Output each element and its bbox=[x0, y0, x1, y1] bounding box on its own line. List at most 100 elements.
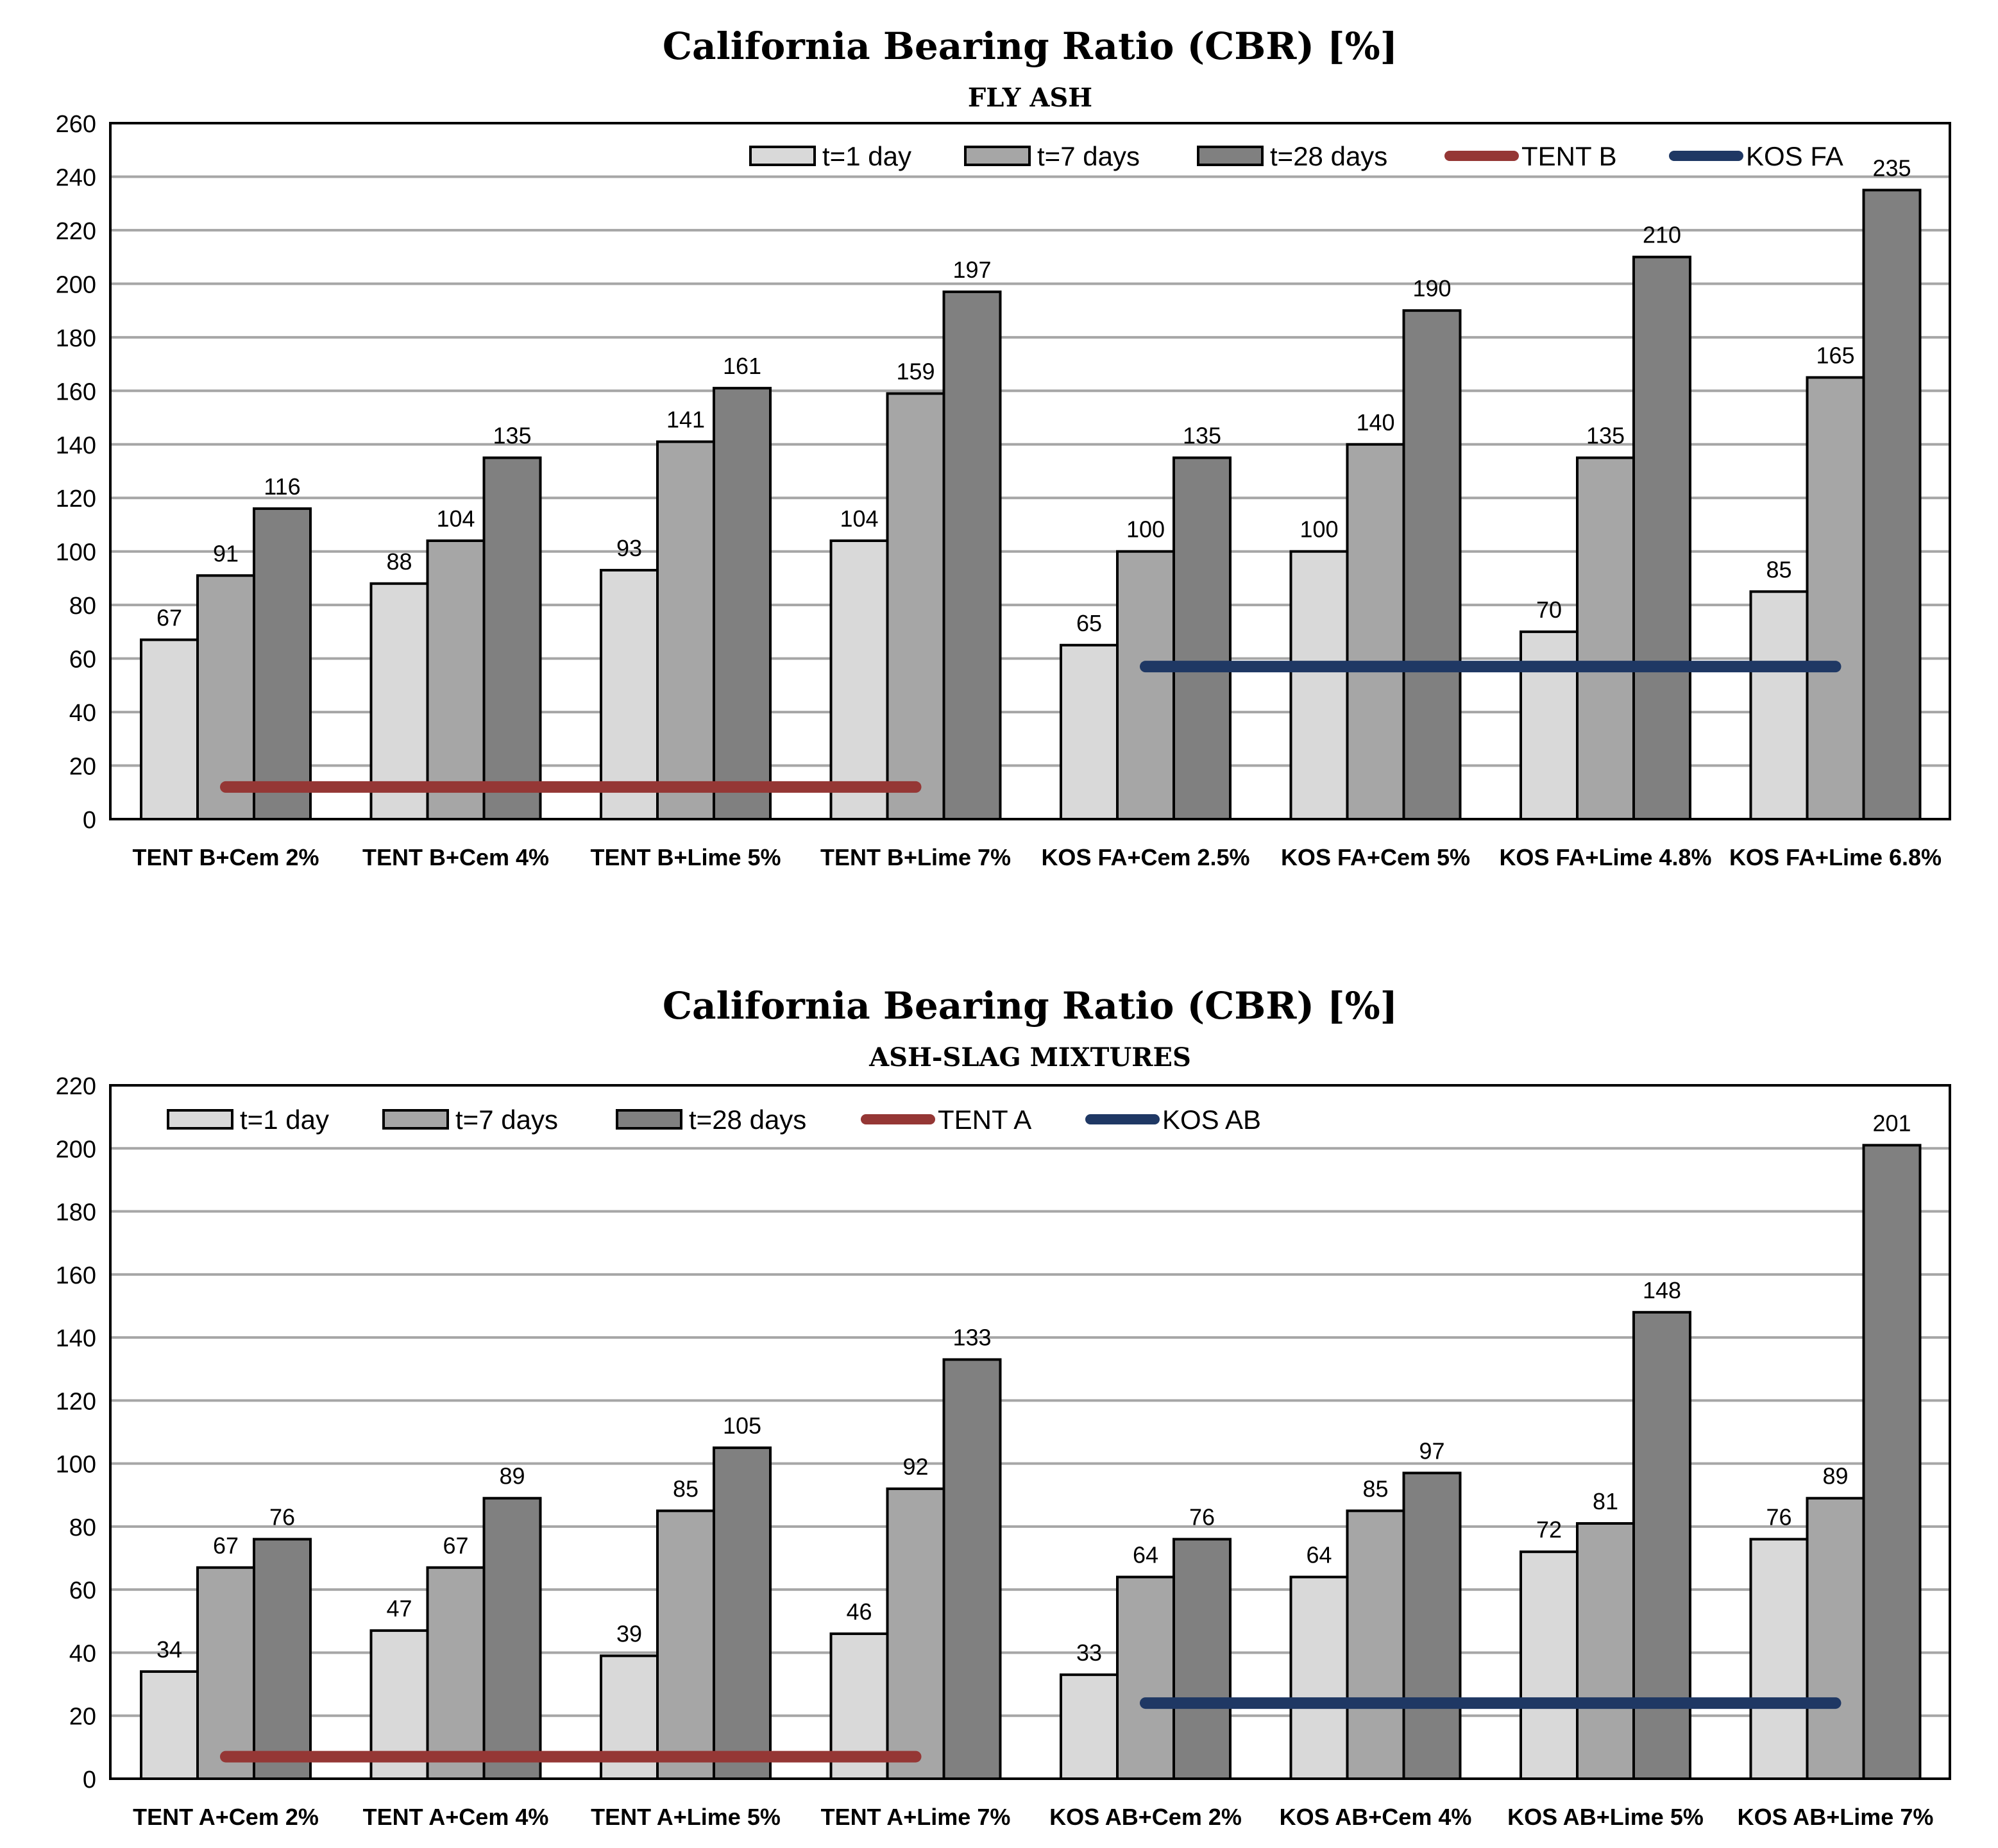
data-label: 67 bbox=[213, 1532, 239, 1559]
data-label: 64 bbox=[1306, 1542, 1332, 1568]
data-label: 97 bbox=[1419, 1437, 1444, 1464]
data-label: 100 bbox=[1300, 516, 1338, 543]
legend-swatch bbox=[616, 1109, 682, 1130]
y-tick-label: 40 bbox=[69, 1640, 96, 1667]
bar bbox=[196, 1566, 255, 1780]
plot-frame bbox=[109, 1084, 1951, 1780]
bar bbox=[1289, 550, 1349, 820]
x-tick-label: KOS FA+Cem 2.5% bbox=[1041, 844, 1249, 870]
y-tick-label: 200 bbox=[56, 271, 96, 298]
data-label: 64 bbox=[1133, 1542, 1158, 1568]
series-t-7-days: 91 104 141 159 100 140 135 165 bbox=[196, 342, 1865, 820]
bar bbox=[829, 539, 889, 820]
data-label: 89 bbox=[1822, 1463, 1848, 1489]
legend-label: t=28 days bbox=[689, 1105, 806, 1135]
bar bbox=[196, 574, 255, 820]
data-label: 72 bbox=[1536, 1516, 1562, 1543]
data-label: 33 bbox=[1076, 1640, 1102, 1666]
data-label: 65 bbox=[1076, 610, 1102, 636]
data-label: 81 bbox=[1593, 1488, 1618, 1514]
y-tick-label: 80 bbox=[69, 1514, 96, 1541]
bar bbox=[942, 1358, 1002, 1780]
legend-label: TENT B bbox=[1521, 141, 1617, 171]
data-label: 67 bbox=[157, 604, 182, 631]
data-label: 190 bbox=[1412, 275, 1451, 301]
data-label: 85 bbox=[673, 1475, 698, 1502]
x-tick-label: KOS FA+Lime 4.8% bbox=[1499, 844, 1711, 870]
chart-subtitle: ASH-SLAG MIXTURES bbox=[868, 1042, 1191, 1072]
data-label: 88 bbox=[386, 548, 412, 575]
data-label: 165 bbox=[1816, 342, 1854, 368]
x-tick-label: TENT A+Lime 7% bbox=[821, 1804, 1011, 1830]
x-tick-label: TENT B+Cem 4% bbox=[362, 844, 549, 870]
legend-swatch bbox=[382, 1109, 449, 1130]
legend-swatch bbox=[749, 146, 816, 166]
data-label: 76 bbox=[269, 1504, 295, 1530]
bar bbox=[1749, 590, 1809, 820]
bar bbox=[1116, 550, 1175, 820]
data-label: 91 bbox=[213, 540, 239, 566]
data-label: 70 bbox=[1536, 597, 1562, 623]
y-tick-label: 260 bbox=[56, 111, 96, 138]
data-label: 133 bbox=[952, 1324, 991, 1350]
bar bbox=[1116, 1575, 1175, 1781]
data-label: 85 bbox=[1362, 1475, 1388, 1502]
data-label: 135 bbox=[1586, 423, 1625, 449]
bar bbox=[942, 290, 1002, 820]
bar bbox=[1576, 1522, 1635, 1780]
bar bbox=[886, 1487, 945, 1781]
bar bbox=[1862, 1144, 1922, 1781]
legend: t=1 day t=7 days t=28 days TENT A KOS AB bbox=[167, 1105, 1261, 1135]
data-label: 67 bbox=[443, 1532, 468, 1559]
legend-label: t=7 days bbox=[455, 1105, 558, 1135]
x-tick-label: TENT A+Lime 5% bbox=[591, 1804, 781, 1830]
bar bbox=[713, 1446, 772, 1780]
bar bbox=[1520, 630, 1579, 821]
data-label: 197 bbox=[952, 257, 991, 283]
data-label: 47 bbox=[386, 1595, 412, 1622]
bar bbox=[1173, 1538, 1232, 1781]
y-tick-label: 140 bbox=[56, 1325, 96, 1352]
bar bbox=[253, 1538, 312, 1781]
bar bbox=[1862, 189, 1922, 821]
data-label: 148 bbox=[1643, 1277, 1681, 1303]
y-tick-label: 20 bbox=[69, 1704, 96, 1731]
bar bbox=[482, 456, 542, 820]
legend-label: t=1 day bbox=[822, 141, 911, 171]
legend-label: t=1 day bbox=[240, 1105, 329, 1135]
series-t-28-days: 76 89 105 133 76 97 148 201 bbox=[253, 1110, 1922, 1781]
bar bbox=[1402, 309, 1462, 821]
y-tick-label: 180 bbox=[56, 1200, 96, 1226]
bar bbox=[656, 440, 715, 820]
bar bbox=[426, 1566, 486, 1780]
bar bbox=[1749, 1538, 1809, 1781]
bar bbox=[1346, 443, 1405, 820]
legend-label: t=28 days bbox=[1270, 141, 1387, 171]
data-label: 89 bbox=[499, 1463, 525, 1489]
x-tick-label: TENT B+Lime 7% bbox=[820, 844, 1011, 870]
y-tick-label: 20 bbox=[69, 754, 96, 781]
y-tick-label: 120 bbox=[56, 1388, 96, 1415]
x-tick-label: TENT B+Cem 2% bbox=[132, 844, 319, 870]
bar bbox=[886, 392, 945, 820]
x-tick-label: KOS AB+Lime 7% bbox=[1738, 1804, 1934, 1830]
bar bbox=[253, 507, 312, 821]
chart-1: California Bearing Ratio (CBR) [%] FLY AS… bbox=[56, 24, 1951, 870]
data-label: 201 bbox=[1872, 1110, 1911, 1136]
bar bbox=[713, 387, 772, 820]
x-tick-label: TENT A+Cem 2% bbox=[133, 1804, 319, 1830]
data-label: 104 bbox=[840, 505, 878, 532]
y-tick-label: 200 bbox=[56, 1136, 96, 1163]
bar bbox=[1173, 456, 1232, 820]
data-label: 116 bbox=[264, 473, 300, 500]
x-tick-label: TENT A+Cem 4% bbox=[363, 1804, 549, 1830]
chart-subtitle: FLY ASH bbox=[968, 83, 1092, 113]
y-tick-label: 100 bbox=[56, 539, 96, 566]
x-tick-label: TENT B+Lime 5% bbox=[590, 844, 781, 870]
legend-label: KOS AB bbox=[1162, 1105, 1261, 1135]
bar bbox=[1060, 643, 1119, 820]
data-label: 104 bbox=[436, 505, 475, 532]
data-label: 34 bbox=[157, 1636, 182, 1663]
legend-swatch bbox=[964, 146, 1031, 166]
